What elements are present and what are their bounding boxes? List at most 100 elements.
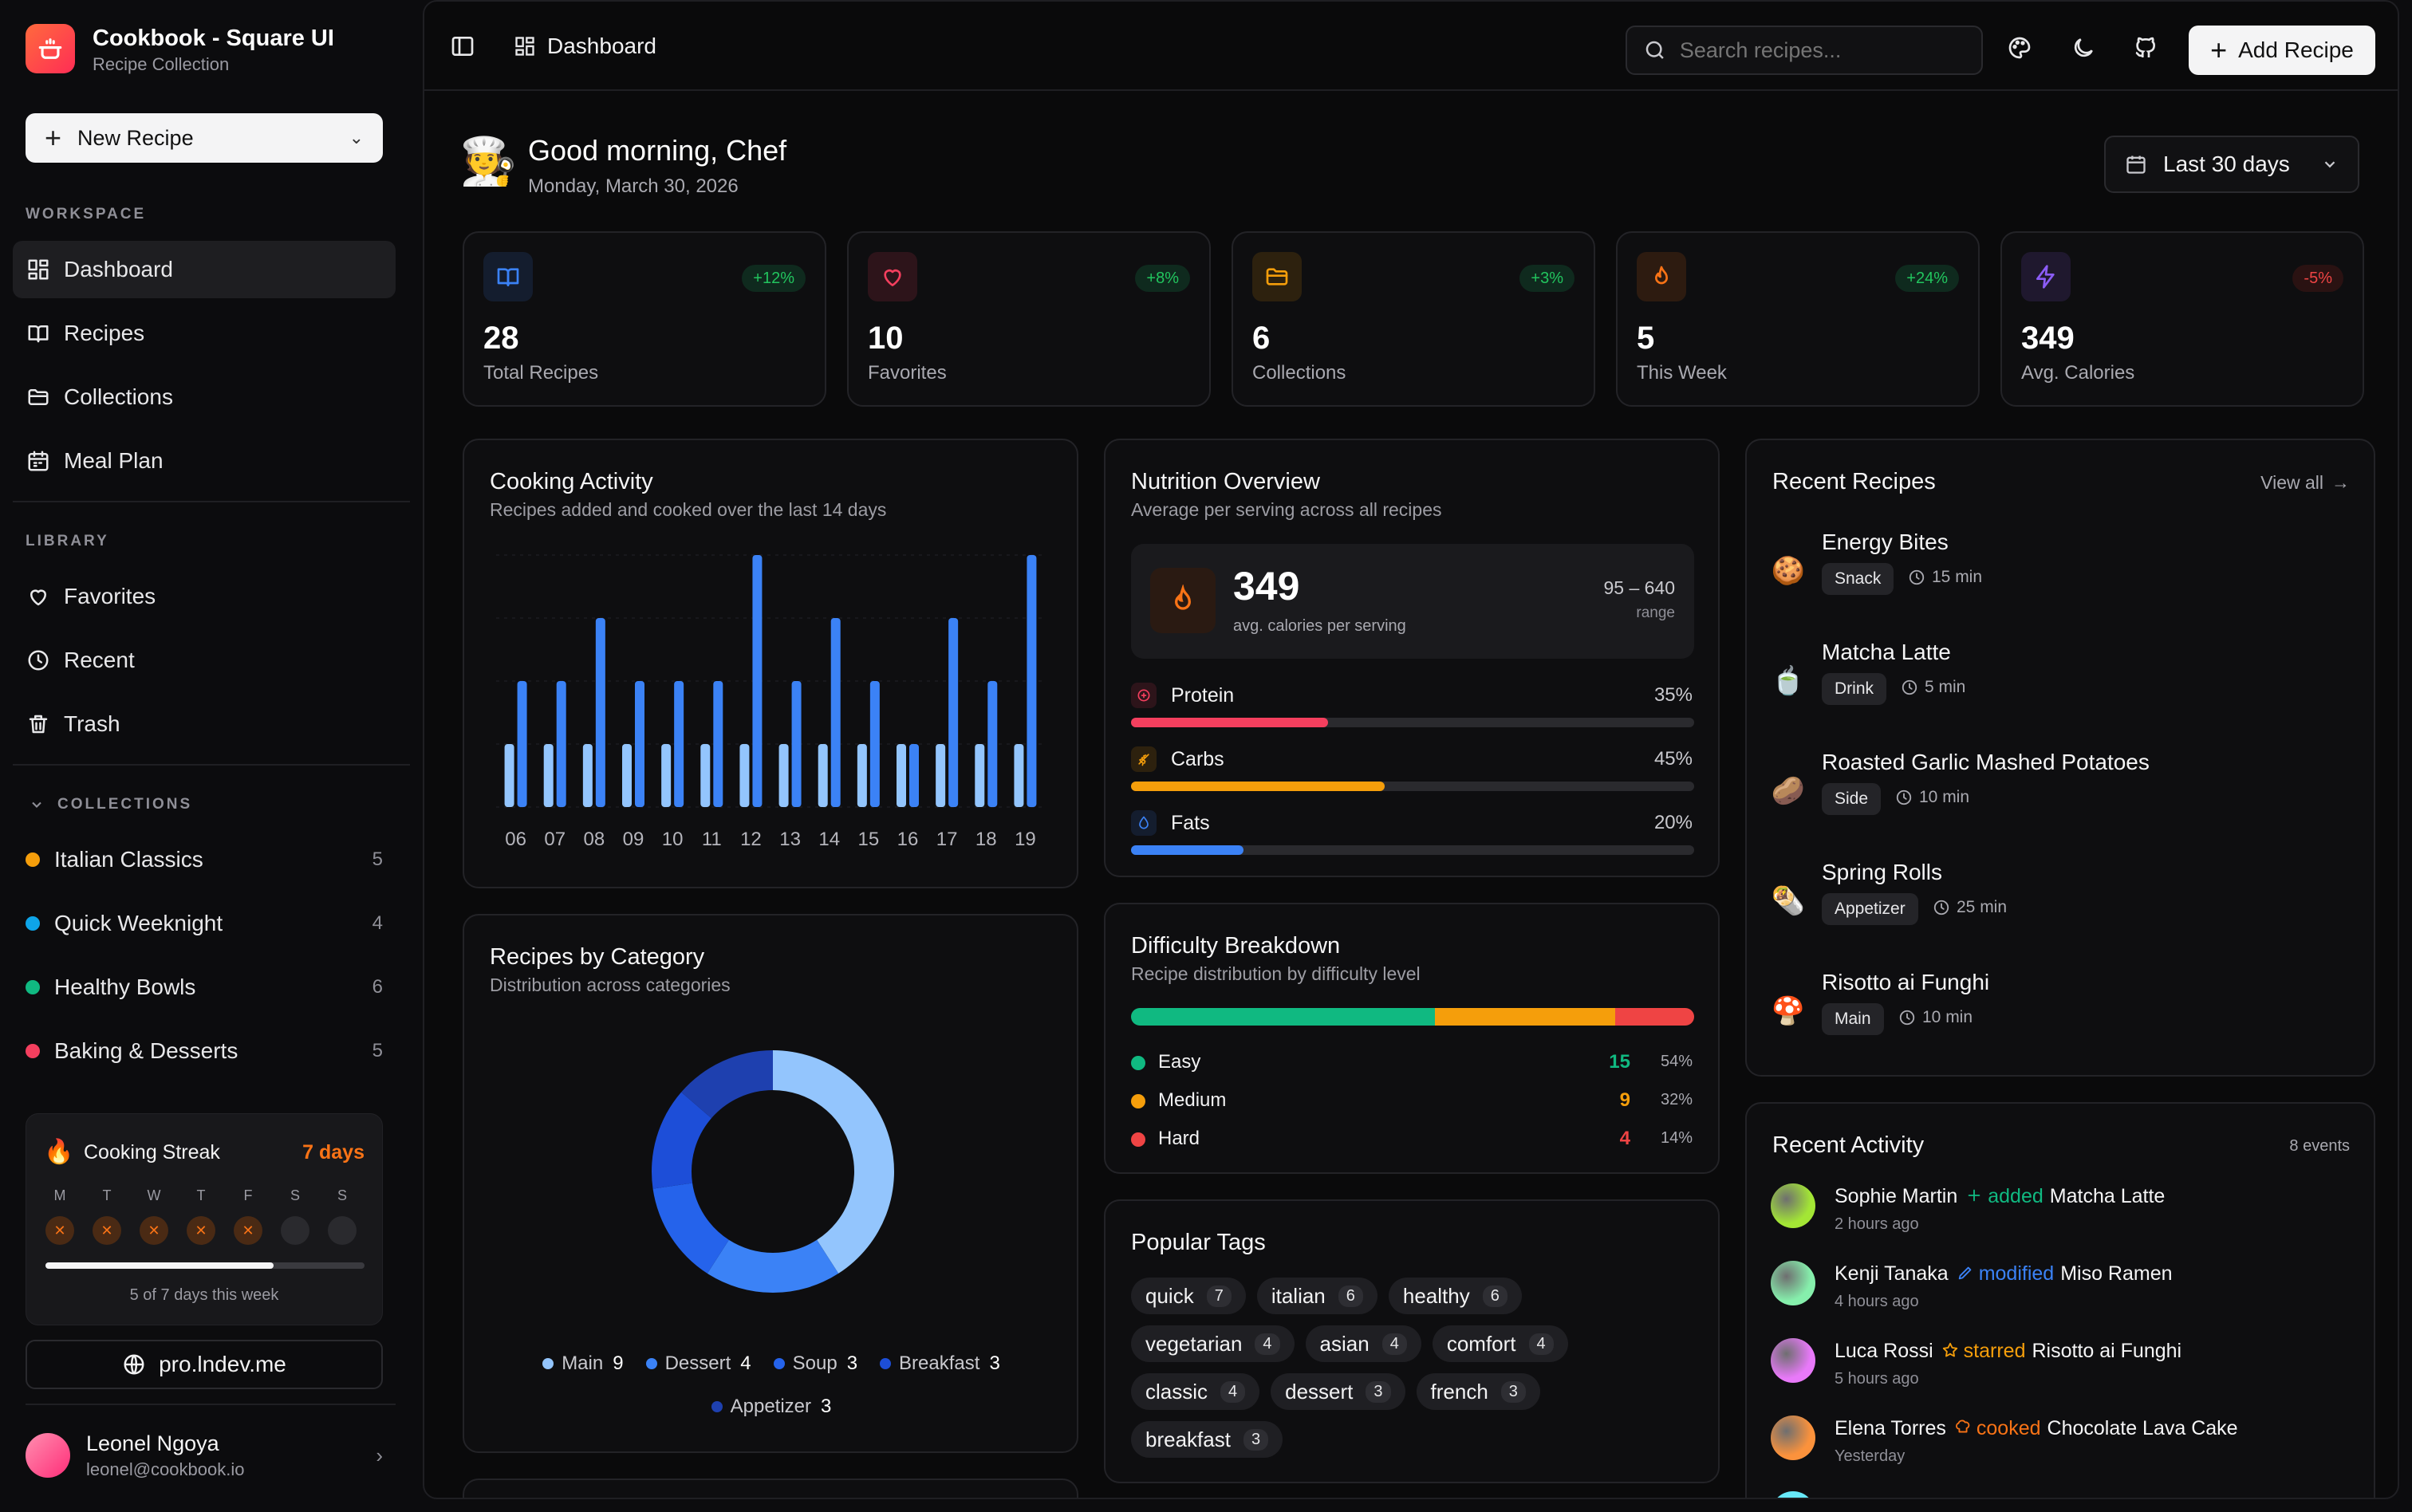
- sidebar-toggle-icon[interactable]: [450, 33, 475, 63]
- legend-value: 3: [821, 1396, 832, 1417]
- tag-chip[interactable]: vegetarian 4: [1131, 1325, 1295, 1362]
- activity-user[interactable]: Elena Torres: [1835, 1417, 1946, 1439]
- bar: [543, 744, 554, 807]
- add-recipe-button[interactable]: + Add Recipe: [2189, 26, 2375, 75]
- collection-count: 5: [372, 1040, 383, 1061]
- tag-label: italian: [1271, 1283, 1326, 1308]
- flame-icon: 🔥: [44, 1139, 74, 1165]
- calories-value: 349: [1233, 564, 1300, 608]
- pencil-icon: [1957, 1264, 1974, 1282]
- difficulty-count: 15: [1609, 1051, 1630, 1073]
- difficulty-segment: [1435, 1008, 1616, 1026]
- legend-dot: [542, 1358, 554, 1369]
- stat-change-badge: -5%: [2292, 265, 2343, 292]
- user-name: Leonel Ngoya: [86, 1431, 219, 1455]
- x-tick-label: 12: [740, 829, 762, 850]
- tag-chip[interactable]: quick 7: [1131, 1278, 1246, 1314]
- tag-chip[interactable]: healthy 6: [1388, 1278, 1522, 1314]
- recent-recipe-item[interactable]: 🍵 Matcha Latte Drink 5 min: [1771, 640, 2345, 727]
- recipe-category-badge: Appetizer: [1822, 893, 1918, 925]
- search-input[interactable]: [1679, 37, 1965, 63]
- sidebar-item-collections[interactable]: Collections: [13, 368, 396, 426]
- activity-line: Sophie Martin added Matcha Latte: [1835, 1185, 2165, 1208]
- activity-user[interactable]: Kenji Tanaka: [1835, 1262, 1949, 1285]
- macro-progress: [1131, 782, 1694, 791]
- activity-target[interactable]: Risotto ai Funghi: [2032, 1340, 2182, 1362]
- tag-chip[interactable]: french 3: [1416, 1373, 1540, 1410]
- sidebar-item-recipes[interactable]: Recipes: [13, 305, 396, 362]
- activity-target[interactable]: Chocolate Lava Cake: [2047, 1417, 2238, 1439]
- stat-value: 5: [1637, 321, 1655, 356]
- palette-icon[interactable]: [2007, 35, 2032, 65]
- tag-chip[interactable]: asian 4: [1305, 1325, 1421, 1362]
- recent-recipe-item[interactable]: 🥔 Roasted Garlic Mashed Potatoes Side 10 mi…: [1771, 750, 2345, 837]
- bar: [791, 681, 802, 807]
- collections-toggle[interactable]: COLLECTIONS: [29, 796, 192, 813]
- tag-chip[interactable]: italian 6: [1256, 1278, 1377, 1314]
- clock-icon: [26, 648, 51, 673]
- moon-icon[interactable]: [2071, 35, 2096, 65]
- activity-target[interactable]: Matcha Latte: [2049, 1185, 2166, 1207]
- sidebar-item-meal-plan[interactable]: Meal Plan: [13, 432, 396, 490]
- nutrition-card: Nutrition Overview Average per serving a…: [1104, 439, 1720, 877]
- view-all-link[interactable]: View all →: [2260, 472, 2350, 494]
- activity-target[interactable]: Miso Ramen: [2060, 1262, 2173, 1285]
- collection-count: 4: [372, 912, 383, 934]
- recent-recipe-item[interactable]: 🍪 Energy Bites Snack 15 min: [1771, 530, 2345, 617]
- sidebar-item-trash[interactable]: Trash: [13, 695, 396, 753]
- arrow-right-icon: →: [2331, 472, 2350, 493]
- sidebar-item-recent[interactable]: Recent: [13, 632, 396, 689]
- bar: [582, 744, 593, 807]
- clock-icon: [1908, 569, 1925, 586]
- recipe-time-label: 10 min: [1922, 1008, 1973, 1026]
- legend-dot: [645, 1358, 657, 1369]
- tag-chip[interactable]: comfort 4: [1432, 1325, 1568, 1362]
- bar: [517, 681, 527, 807]
- search-box[interactable]: [1626, 26, 1983, 75]
- recent-recipe-item[interactable]: 🍄 Risotto ai Funghi Main 10 min: [1771, 970, 2345, 1057]
- tag-chip[interactable]: classic 4: [1131, 1373, 1260, 1410]
- github-icon[interactable]: [2133, 35, 2158, 65]
- recipe-name: Risotto ai Funghi: [1822, 970, 1990, 994]
- nutrition-subtitle: Average per serving across all recipes: [1131, 499, 1442, 520]
- collection-item[interactable]: Baking & Desserts 5: [26, 1027, 383, 1075]
- view-all-label: View all: [2260, 472, 2323, 493]
- app-logo: [26, 24, 75, 73]
- sidebar-item-favorites[interactable]: Favorites: [13, 568, 396, 625]
- cooking-activity-card: Cooking Activity Recipes added and cooke…: [463, 439, 1078, 888]
- activity-user[interactable]: Luca Rossi: [1835, 1340, 1933, 1362]
- sidebar-item-dashboard[interactable]: Dashboard: [13, 241, 396, 298]
- search-icon: [1645, 41, 1664, 59]
- recipe-time: 15 min: [1908, 568, 1982, 587]
- stat-card-collections: +3% 6 Collections: [1232, 231, 1595, 407]
- bar: [504, 744, 514, 807]
- chevron-down-icon: [32, 801, 41, 808]
- tag-chip[interactable]: dessert 3: [1271, 1373, 1405, 1410]
- recipe-time: 10 min: [1898, 1008, 1973, 1027]
- recipe-time-label: 10 min: [1919, 788, 1970, 806]
- new-recipe-button[interactable]: + New Recipe ⌄: [26, 113, 383, 163]
- bar: [778, 744, 789, 807]
- streak-day-cooked-icon: ✕: [45, 1216, 74, 1245]
- legend-item: Appetizer 3: [711, 1396, 832, 1418]
- collection-item[interactable]: Italian Classics 5: [26, 836, 383, 884]
- activity-user[interactable]: Sophie Martin: [1835, 1185, 1958, 1207]
- activity-item: Sophie Martin added Matcha Latte 2 hours ag…: [1771, 1180, 2345, 1252]
- sidebar-item-label: Dashboard: [64, 257, 173, 282]
- difficulty-card: Difficulty Breakdown Recipe distribution…: [1104, 903, 1720, 1174]
- bar: [1014, 744, 1024, 807]
- collection-item[interactable]: Healthy Bowls 6: [26, 963, 383, 1011]
- stat-value: 10: [868, 321, 904, 356]
- streak-day-cooked-icon: ✕: [140, 1216, 168, 1245]
- pro-link[interactable]: pro.lndev.me: [26, 1340, 383, 1389]
- user-menu[interactable]: Leonel Ngoya leonel@cookbook.io ›: [26, 1419, 383, 1491]
- x-tick-label: 11: [702, 829, 722, 850]
- stat-change-badge: +12%: [742, 265, 806, 292]
- recent-recipe-item[interactable]: 🌯 Spring Rolls Appetizer 25 min: [1771, 860, 2345, 947]
- tag-count: 6: [1482, 1285, 1508, 1307]
- tag-chip[interactable]: breakfast 3: [1131, 1421, 1283, 1458]
- sidebar-item-label: Collections: [64, 384, 173, 409]
- collection-color-dot: [26, 980, 40, 994]
- collection-item[interactable]: Quick Weeknight 4: [26, 900, 383, 947]
- date-range-select[interactable]: Last 30 days: [2104, 136, 2359, 193]
